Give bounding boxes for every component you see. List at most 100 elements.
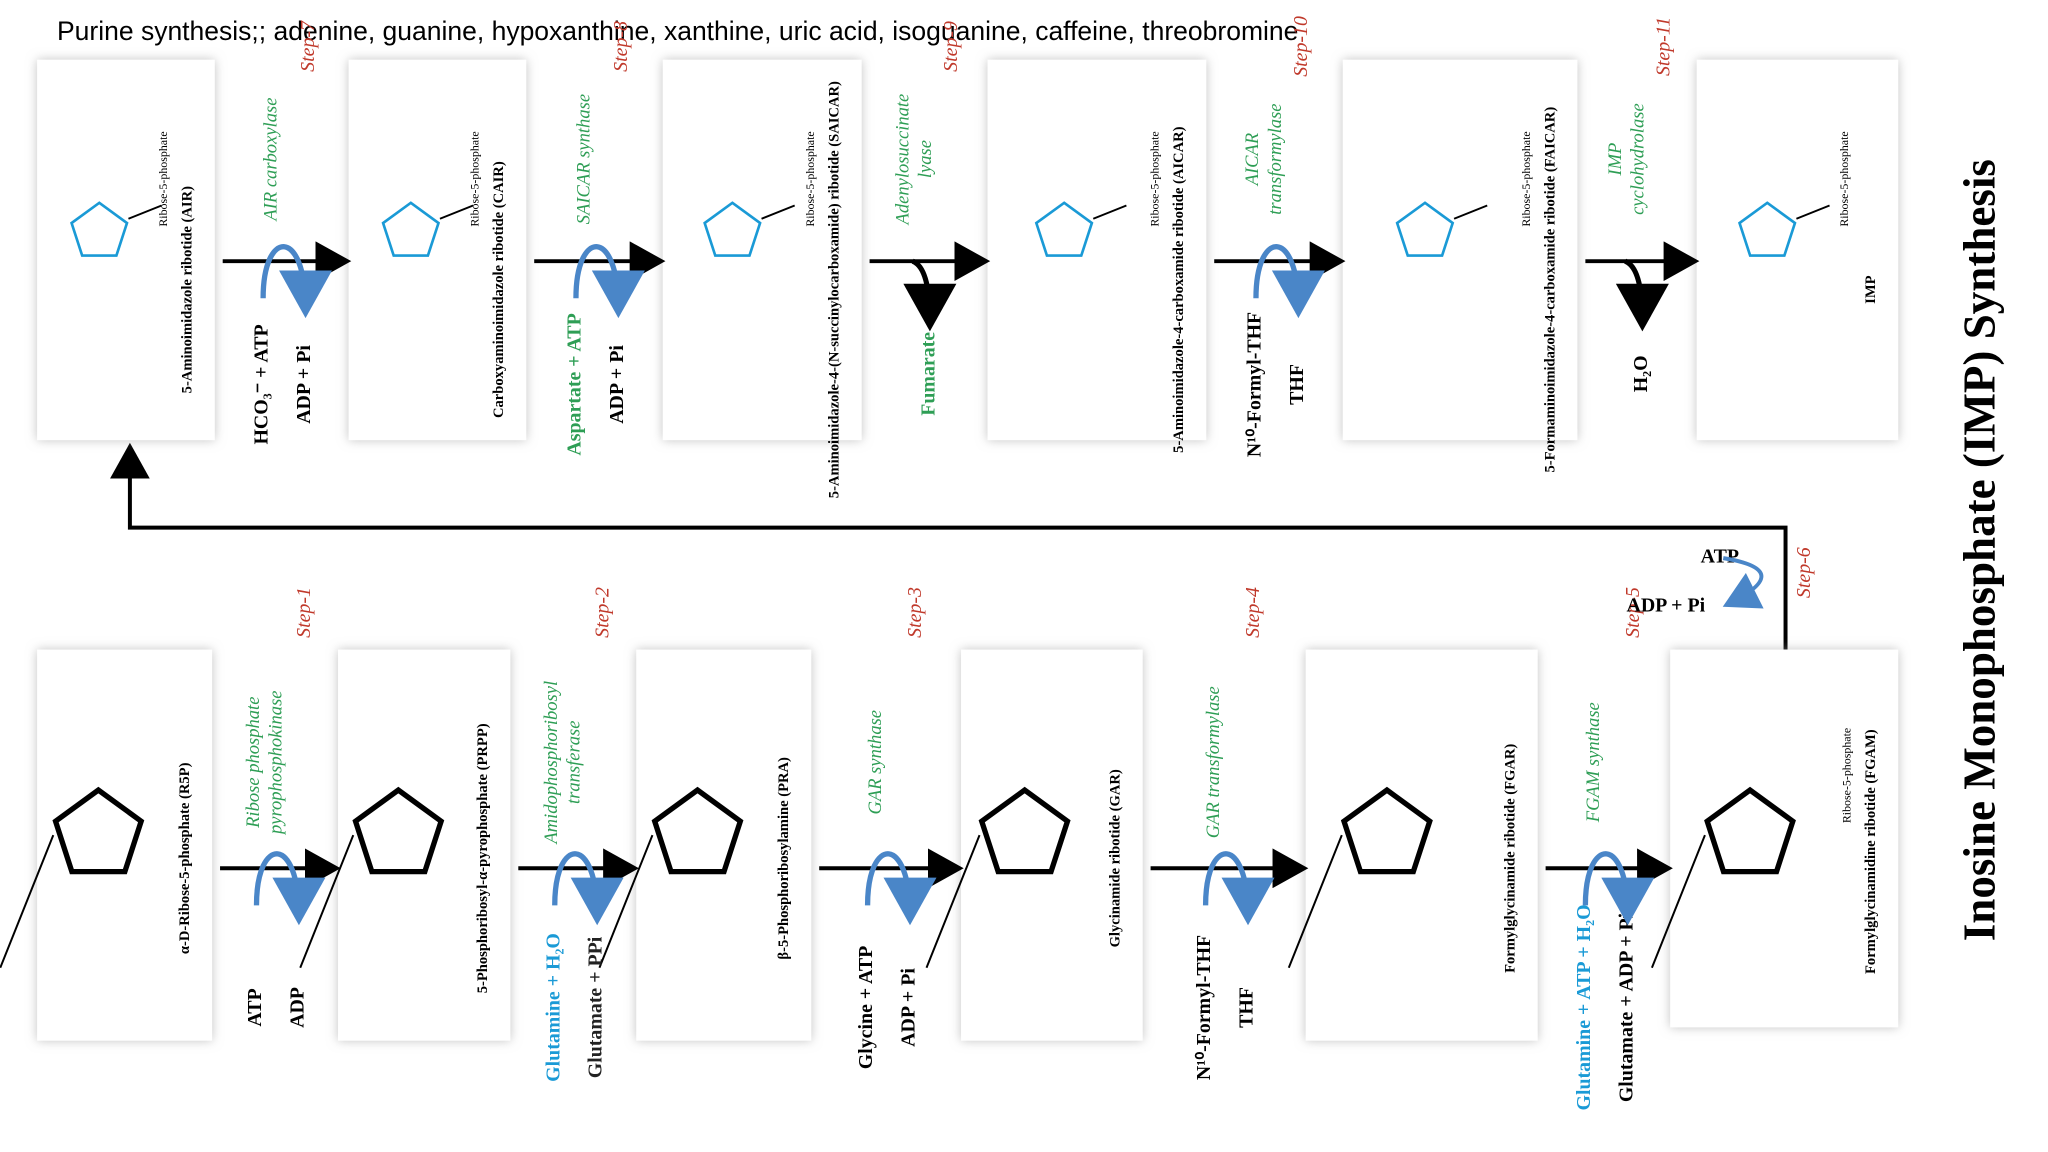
step-output: Glutamate + ADP + Pi	[1615, 912, 1637, 1102]
cofactor-arrow	[260, 244, 333, 319]
step-input: ATP	[1701, 546, 1739, 568]
step-input: Aspartate + ATP	[564, 313, 586, 455]
enzyme-name: lyase	[915, 140, 936, 178]
structure	[703, 201, 762, 257]
enzyme-name: FGAM synthase	[1583, 702, 1604, 823]
ribose-label: Ribose-5-phosphate	[1519, 131, 1533, 226]
compound-name: Formylglycinamide ribotide (FGAR)	[1502, 744, 1518, 973]
structure	[761, 204, 796, 220]
compound-box	[338, 649, 511, 1041]
compound-name: α-D-Ribose-5-phosphate (R5P)	[177, 762, 193, 954]
compound-name: 5-Aminoimidazole ribotide (AIR)	[180, 186, 196, 393]
enzyme-name: GAR transformylase	[1203, 686, 1224, 838]
step-output: ADP + Pi	[293, 345, 315, 424]
compound-box	[662, 59, 862, 441]
product-arrow	[903, 258, 957, 332]
step-label: Step-6	[1793, 547, 1815, 598]
structure	[299, 834, 355, 969]
structure	[352, 786, 445, 875]
step-label: Step-5	[1622, 587, 1644, 638]
step-output: ADP	[286, 987, 308, 1028]
step-label: Step-10	[1290, 16, 1312, 77]
structure	[439, 204, 474, 220]
ribose-label: Ribose-5-phosphate	[468, 131, 482, 226]
step-output: Fumarate	[917, 332, 939, 416]
structure	[381, 201, 441, 257]
structure	[1704, 786, 1796, 875]
compound-box	[348, 59, 527, 441]
step-output: THF	[1286, 364, 1308, 405]
enzyme-name: Ribose phosphate	[243, 697, 264, 829]
compound-box	[1696, 59, 1899, 441]
enzyme-name: AICAR	[1242, 132, 1263, 187]
cofactor-arrow	[253, 851, 326, 926]
step-input: N¹⁰-Formyl-THF	[1244, 312, 1266, 457]
compound-name: Formylglycinamidine ribotide (FGAM)	[1863, 729, 1879, 974]
product-arrow	[1615, 258, 1669, 332]
structure	[1034, 201, 1094, 257]
enzyme-name: transformylase	[1265, 103, 1286, 214]
cofactor-arrow	[1253, 244, 1325, 319]
step-label: Step-9	[940, 21, 962, 72]
compound-name: 5-Phosphoribosyl-α-pyrophosphate (PRPP)	[475, 723, 491, 993]
structure	[1340, 786, 1433, 875]
compound-name: 5-Aminoimidazole-4-(N-succinylocarboxami…	[826, 81, 842, 498]
step-input: Glutamine + H₂O	[542, 933, 564, 1082]
enzyme-name: transferase	[564, 721, 585, 804]
step-label: Step-11	[1652, 17, 1674, 76]
compound-name: IMP	[1863, 275, 1879, 303]
structure	[70, 201, 129, 257]
ribose-label: Ribose-5-phosphate	[1840, 728, 1854, 823]
step-label: Step-7	[297, 20, 319, 72]
structure	[52, 786, 145, 875]
structure	[925, 834, 981, 969]
enzyme-name: Amidophosphoribosyl	[541, 681, 562, 846]
compound-box	[37, 649, 213, 1041]
step-label: Step-8	[610, 21, 632, 72]
compound-name: β-5-Phosphoribosylamine (PRA)	[776, 757, 792, 960]
ribose-label: Ribose-5-phosphate	[1837, 131, 1851, 226]
structure	[1650, 834, 1706, 969]
cofactor-arrow	[864, 851, 937, 926]
cofactor-arrow	[1582, 851, 1655, 926]
side-title: Inosine Monophosphate (IMP) Synthesis	[1955, 159, 2005, 941]
ribose-label: Ribose-5-phosphate	[156, 131, 170, 226]
step-label: Step-3	[904, 587, 926, 638]
enzyme-name: Adenylosuccinate	[892, 94, 913, 227]
step-label: Step-4	[1242, 587, 1264, 638]
step-output: ADP + Pi	[898, 968, 920, 1047]
step-input: N¹⁰-Formyl-THF	[1193, 935, 1215, 1080]
structure	[1796, 204, 1830, 220]
compound-box	[37, 59, 215, 441]
step-output: ADP + Pi	[1626, 595, 1705, 617]
step-label: Step-1	[293, 587, 315, 638]
cofactor-arrow	[1202, 851, 1275, 926]
structure	[1092, 204, 1127, 220]
loop-arrow	[110, 442, 1788, 650]
cofactor-arrow	[552, 851, 624, 926]
structure	[651, 786, 744, 875]
compound-box	[1670, 649, 1899, 1028]
structure	[598, 834, 654, 969]
step-output: ADP + Pi	[606, 345, 628, 424]
structure	[1453, 204, 1488, 220]
enzyme-name: AIR carboxylase	[261, 98, 282, 223]
step-input: Glutamine + ATP + H₂O	[1573, 904, 1595, 1110]
enzyme-name: GAR synthase	[865, 710, 886, 815]
structure	[0, 834, 55, 969]
structure	[1287, 834, 1343, 969]
compound-name: Glycinamide ribotide (GAR)	[1107, 769, 1123, 947]
structure	[128, 204, 162, 220]
compound-name: 5-Aminoimidazole-4-carboxamide ribotide …	[1171, 126, 1187, 452]
structure	[978, 786, 1071, 875]
cofactor-arrow	[1722, 556, 1764, 609]
enzyme-name: cyclohydrolase	[1627, 103, 1648, 215]
compound-box	[987, 59, 1207, 441]
step-input: HCO₃⁻ + ATP	[251, 324, 273, 444]
ribose-label: Ribose-5-phosphate	[1148, 131, 1162, 226]
compound-box	[636, 649, 812, 1041]
enzyme-name: SAICAR synthase	[573, 94, 594, 224]
step-output: H₂O	[1630, 355, 1652, 392]
step-output: Glutamate + PPi	[585, 936, 607, 1078]
